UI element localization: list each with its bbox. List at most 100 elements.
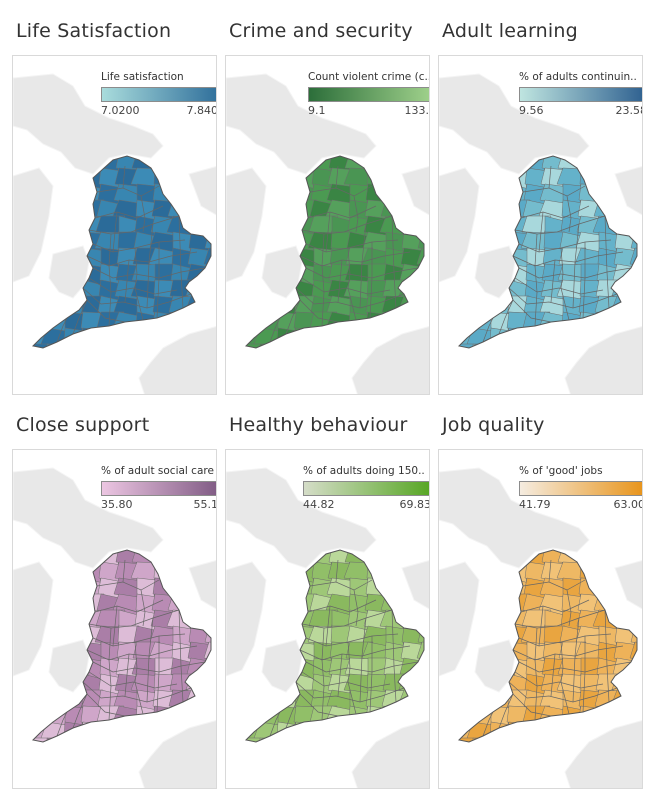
boundary-line [146, 617, 154, 703]
boundary-line [307, 205, 377, 219]
choropleth-map[interactable] [226, 56, 430, 395]
boundary-line [498, 693, 514, 729]
map-jobs[interactable]: % of 'good' jobs 41.79 63.00 [438, 449, 643, 789]
local-authority-area [246, 673, 263, 694]
background-land [401, 560, 429, 610]
boundary-line [582, 636, 586, 713]
local-authority-area [366, 561, 389, 580]
local-authority-area [277, 593, 298, 613]
map-life[interactable]: Life satisfaction 7.0200 7.8400 [12, 55, 217, 395]
local-authority-area [64, 199, 85, 219]
choropleth-map[interactable] [439, 56, 643, 395]
boundary-line [86, 645, 198, 661]
legend-title: % of 'good' jobs [519, 465, 603, 477]
color-legend[interactable]: Count violent crime (c.. 9.1 133.4 [308, 71, 430, 123]
local-authority-area [580, 550, 601, 569]
local-authority-area [276, 215, 299, 236]
local-authority-area [189, 609, 211, 629]
legend-min: 35.80 [101, 498, 133, 511]
local-authority-area [420, 689, 424, 713]
color-legend[interactable]: % of adults continuin.. 9.56 23.58 [519, 71, 642, 123]
map-support[interactable]: % of adult social care .. 35.80 55.10 [12, 449, 217, 789]
local-authority-area [259, 231, 280, 254]
boundary-line [96, 579, 160, 591]
background-land [564, 326, 642, 394]
color-legend[interactable]: % of adult social care .. 35.80 55.10 [101, 465, 216, 517]
color-legend[interactable]: % of adults doing 150.. 44.82 69.83 [303, 465, 430, 517]
legend-max: 133.4 [404, 104, 430, 117]
boundary-line [522, 579, 586, 591]
local-authority-area [593, 199, 624, 219]
local-authority-area [594, 183, 623, 202]
local-authority-area [117, 343, 140, 348]
local-authority-area [118, 721, 139, 740]
local-authority-area [63, 215, 86, 236]
map-learning[interactable]: % of adults continuin.. 9.56 23.58 [438, 55, 643, 395]
boundary-line [178, 215, 184, 309]
legend-gradient-bar [101, 87, 216, 102]
local-authority-area [593, 593, 624, 613]
boundary-line [269, 711, 281, 737]
boundary-line [369, 242, 373, 319]
local-authority-area [459, 295, 477, 317]
local-authority-area [78, 737, 107, 742]
local-authority-area [520, 343, 553, 348]
boundary-line [548, 165, 552, 189]
local-authority-area [154, 156, 175, 175]
local-authority-area [208, 279, 211, 302]
local-authority-area [205, 215, 211, 234]
choropleth-map[interactable] [226, 450, 430, 789]
local-authority-area [330, 343, 353, 348]
local-authority-area [204, 625, 211, 645]
color-legend[interactable]: Life satisfaction 7.0200 7.8400 [101, 71, 216, 123]
map-crime[interactable]: Count violent crime (c.. 9.1 133.4 [225, 55, 430, 395]
boundary-line [498, 299, 514, 335]
local-authority-area [459, 279, 476, 300]
map-healthy[interactable]: % of adults doing 150.. 44.82 69.83 [225, 449, 430, 789]
local-authority-area [459, 343, 480, 348]
boundary-line [295, 287, 405, 309]
local-authority-area [380, 311, 411, 332]
local-authority-area [170, 550, 195, 568]
color-legend[interactable]: % of 'good' jobs 41.79 63.00 [519, 465, 643, 517]
background-land [261, 639, 303, 693]
legend-max: 69.83 [399, 498, 430, 511]
local-authority-area [612, 263, 637, 286]
boundary-line [299, 299, 339, 323]
local-authority-area [94, 737, 127, 742]
boundary-line [550, 653, 556, 697]
local-authority-area [402, 609, 424, 629]
england-outline [31, 155, 212, 349]
local-authority-area [186, 263, 211, 286]
local-authority-area [135, 705, 158, 728]
legend-gradient-bar [308, 87, 429, 102]
local-authority-area [561, 311, 584, 334]
boundary-line [88, 277, 178, 295]
choropleth-map[interactable] [13, 450, 217, 789]
legend-min: 41.79 [519, 498, 551, 511]
choropleth-map[interactable] [439, 450, 643, 789]
local-authority-area [277, 199, 298, 219]
background-land [48, 639, 90, 693]
local-authority-area [168, 577, 197, 596]
local-authority-area [152, 577, 177, 597]
local-authority-area [167, 593, 198, 613]
background-land [614, 166, 642, 216]
local-authority-area [46, 231, 67, 254]
local-authority-area [383, 156, 408, 174]
local-authority-area [33, 343, 54, 348]
local-authority-area [203, 641, 211, 662]
local-authority-area [246, 279, 263, 300]
legend-title: % of adults continuin.. [519, 71, 637, 83]
local-authority-area [561, 705, 584, 728]
choropleth-map[interactable] [13, 56, 217, 395]
local-authority-area [42, 295, 71, 316]
boundary-line [337, 653, 343, 697]
boundary-line [369, 636, 373, 713]
boundary-line [309, 579, 373, 591]
legend-max: 63.00 [613, 498, 643, 511]
local-authority-area [246, 705, 265, 728]
local-authority-area [246, 295, 264, 317]
local-authority-area [154, 550, 175, 569]
local-authority-area [421, 673, 424, 696]
